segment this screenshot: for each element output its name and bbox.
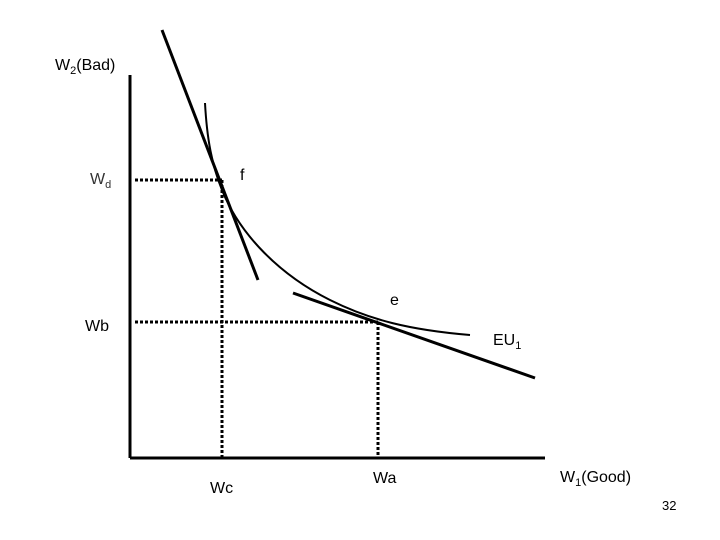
point-e-label: e [390,292,399,309]
label-main: W [55,57,71,74]
label-main: W [560,469,576,486]
y-axis-label: W2(Bad) [55,57,115,77]
label-sub: 1 [575,477,581,489]
wa-label: Wa [373,470,397,487]
dotted-guides [135,178,380,458]
label-sub: 1 [515,340,521,352]
label-suffix: (Good) [581,469,631,486]
label-sub: d [105,179,111,191]
label-main: W [90,171,106,188]
curve-label: EU1 [493,332,521,352]
tangent-e [292,291,536,380]
page-number: 32 [662,498,676,513]
diagram-lines [128,29,545,460]
label-suffix: (Bad) [76,57,115,74]
wd-label: Wd [90,171,111,191]
tangent-f [160,29,260,281]
label-sub: 2 [70,65,76,77]
wb-label: Wb [85,318,109,335]
x-axis-label: W1(Good) [560,469,631,489]
point-f-label: f [240,167,245,184]
wc-label: Wc [210,480,233,497]
label-main: EU [493,332,515,349]
